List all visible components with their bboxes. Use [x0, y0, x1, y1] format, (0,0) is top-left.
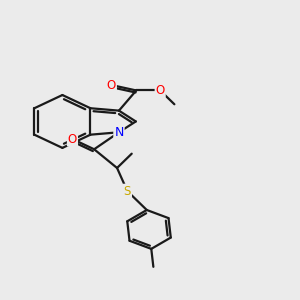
Text: O: O: [107, 79, 116, 92]
Text: S: S: [124, 184, 131, 198]
Text: O: O: [68, 133, 77, 146]
Text: N: N: [114, 126, 124, 139]
Text: O: O: [156, 84, 165, 97]
